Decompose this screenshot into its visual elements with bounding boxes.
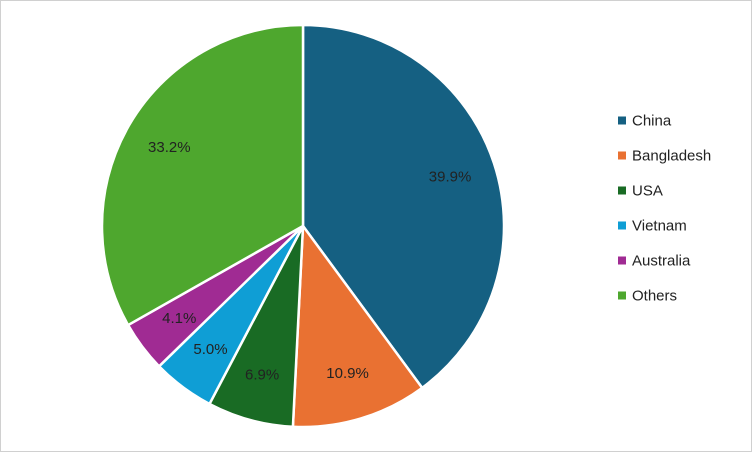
pie-slice (301, 23, 506, 390)
legend-swatch (618, 186, 626, 195)
data-label: 5.0% (193, 341, 227, 358)
legend-swatch (618, 116, 626, 125)
data-label: 33.2% (148, 139, 191, 156)
legend-label: Vietnam (632, 217, 687, 234)
legend-label: Bangladesh (632, 147, 711, 164)
legend-swatch (618, 221, 626, 230)
legend-swatch (618, 256, 626, 265)
data-label: 4.1% (162, 310, 196, 327)
pie-slice (291, 222, 424, 429)
legend-label: Others (632, 287, 677, 304)
legend-label: Australia (632, 252, 691, 269)
legend-label: USA (632, 182, 663, 199)
data-label: 6.9% (245, 366, 279, 383)
legend-swatch (618, 151, 626, 160)
legend-label: China (632, 112, 672, 129)
data-label: 10.9% (326, 365, 369, 382)
legend-swatch (618, 291, 626, 300)
data-label: 39.9% (429, 169, 472, 186)
pie-slice (100, 23, 305, 327)
